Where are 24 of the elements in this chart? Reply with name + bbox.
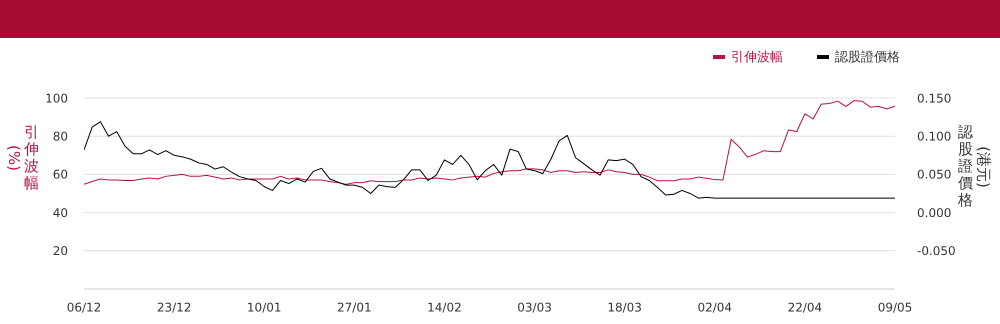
x-tick-label: 27/01 — [337, 300, 372, 315]
y2-tick-label: -0.050 — [917, 244, 956, 258]
y-tick-label: 60 — [52, 168, 68, 182]
y2-tick-label: 0.150 — [917, 91, 952, 106]
line-series — [84, 121, 895, 199]
x-tick-label: 14/02 — [427, 300, 462, 315]
y2-tick-label: 0.000 — [917, 206, 952, 220]
x-tick-label: 23/12 — [156, 300, 192, 315]
x-tick-label: 22/04 — [788, 300, 822, 315]
line-series — [84, 100, 895, 185]
x-tick-label: 09/05 — [878, 300, 912, 315]
x-tick-label: 10/01 — [246, 300, 282, 315]
y-tick-label: 20 — [52, 244, 68, 258]
legend-label: 引伸波幅 — [730, 49, 783, 66]
x-tick-label: 06/12 — [66, 300, 102, 315]
x-tick-label: 18/03 — [607, 300, 642, 315]
y-tick-label: 100 — [45, 91, 68, 106]
y2-tick-label: 0.050 — [917, 168, 952, 182]
legend-label: 認股證價格 — [834, 49, 900, 66]
y-tick-label: 40 — [52, 206, 68, 220]
y-tick-label: 80 — [52, 129, 68, 144]
x-tick-label: 02/04 — [697, 300, 732, 315]
y2-tick-label: 0.100 — [917, 129, 952, 144]
x-tick-label: 03/03 — [517, 300, 552, 315]
